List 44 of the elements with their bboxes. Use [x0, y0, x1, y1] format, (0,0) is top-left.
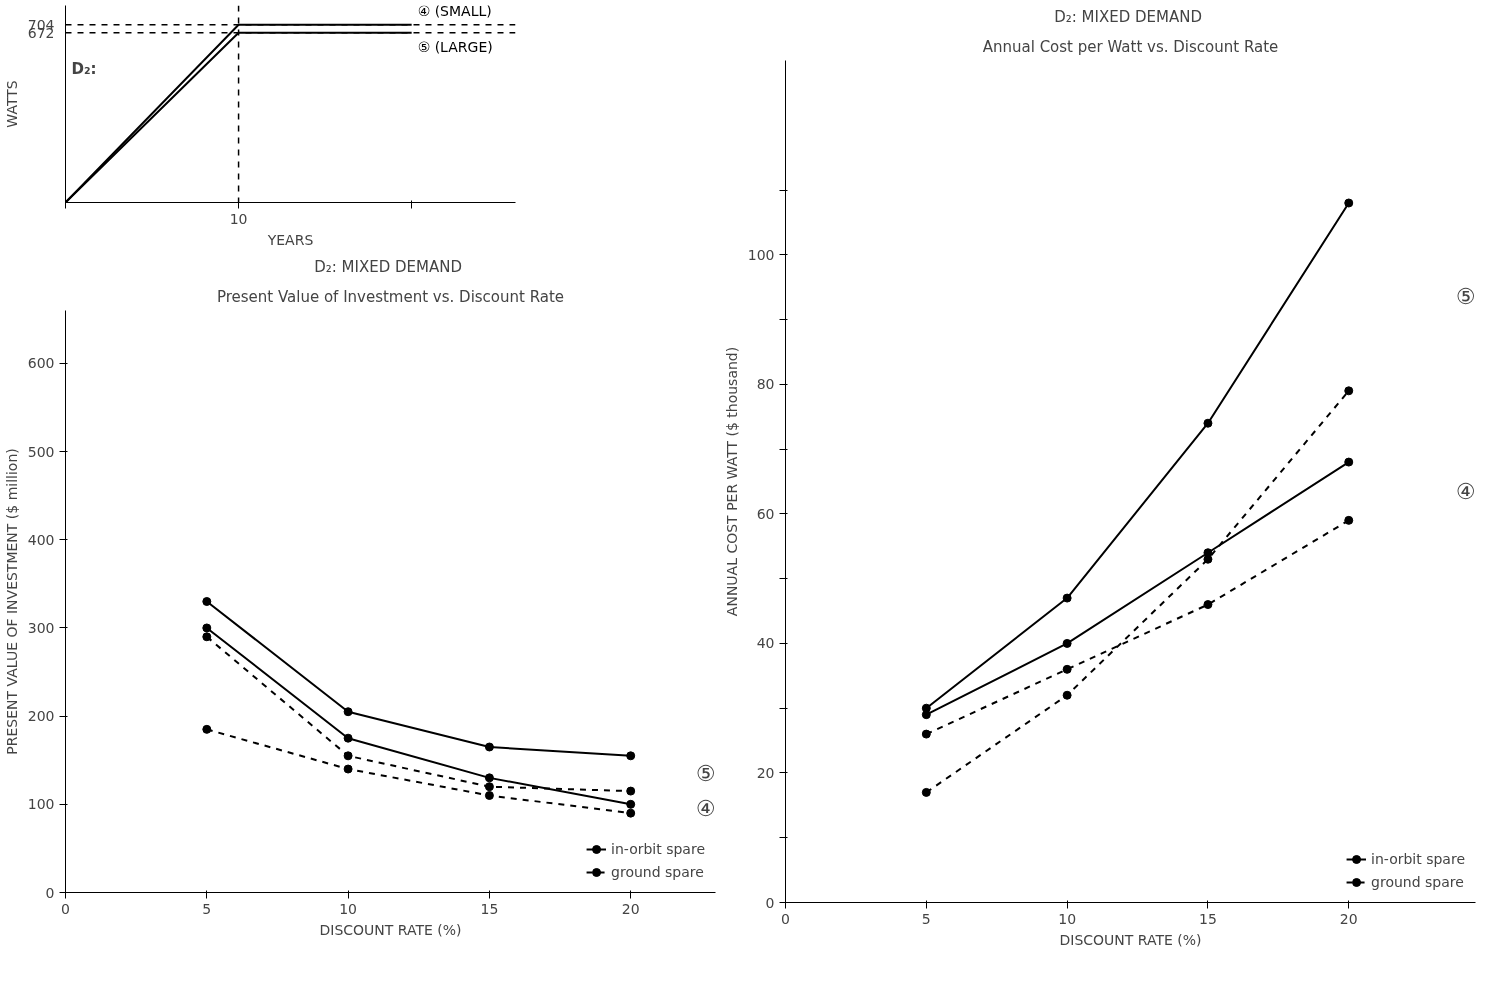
x-axis-title: DISCOUNT RATE (%) — [1059, 931, 1202, 948]
series-label: ④ (SMALL) — [417, 2, 492, 19]
y-tick-label: 100 — [27, 796, 55, 813]
y-tick-label: 80 — [756, 376, 775, 393]
y-tick-label: 200 — [27, 708, 55, 725]
y-tick-label: 20 — [756, 764, 775, 781]
legend-label: in-orbit spare — [611, 841, 705, 857]
annotation: ④ — [695, 796, 716, 822]
x-tick-label: 15 — [1199, 910, 1217, 927]
y-tick-label: 100 — [747, 246, 775, 263]
x-axis-title: DISCOUNT RATE (%) — [319, 921, 462, 938]
x-tick-label: 10 — [229, 210, 248, 227]
y-tick-label: 40 — [756, 635, 775, 652]
x-tick-label: 20 — [621, 900, 640, 917]
y-axis-title: WATTS — [3, 80, 20, 128]
y-tick-label: 60 — [756, 505, 775, 522]
x-axis-title: YEARS — [266, 231, 314, 248]
annotation: ⑤ — [695, 760, 716, 786]
y-tick-label: 500 — [27, 443, 55, 460]
legend-label: in-orbit spare — [1371, 851, 1465, 867]
y-tick-label: 300 — [27, 619, 55, 636]
x-tick-label: 15 — [480, 900, 499, 917]
x-tick-label: 20 — [1339, 910, 1358, 927]
y-tick-label: 400 — [27, 531, 55, 548]
x-tick-label: 0 — [781, 910, 790, 927]
x-tick-label: 10 — [339, 900, 358, 917]
x-tick-label: 5 — [202, 900, 212, 917]
y-tick-label: 0 — [45, 884, 55, 901]
legend-label: ground spare — [611, 864, 704, 880]
chart-title: D₂: MIXED DEMAND — [314, 257, 463, 276]
x-tick-label: 10 — [1058, 910, 1077, 927]
y-tick-label: 600 — [27, 355, 55, 372]
series-label: ⑤ (LARGE) — [417, 38, 493, 55]
x-tick-label: 5 — [921, 910, 931, 927]
legend-label: ground spare — [1371, 874, 1464, 890]
annotation: D₂: — [71, 59, 97, 78]
x-tick-label: 0 — [61, 900, 70, 917]
chart-subtitle: Annual Cost per Watt vs. Discount Rate — [982, 37, 1279, 56]
y-axis-title: ANNUAL COST PER WATT ($ thousand) — [723, 346, 740, 617]
chart-title: D₂: MIXED DEMAND — [1054, 7, 1203, 26]
chart-subtitle: Present Value of Investment vs. Discount Rate — [216, 287, 565, 306]
annotation: ④ — [1455, 478, 1476, 504]
y-axis-title: PRESENT VALUE OF INVESTMENT ($ million) — [3, 448, 20, 755]
annotation: ⑤ — [1455, 284, 1476, 310]
